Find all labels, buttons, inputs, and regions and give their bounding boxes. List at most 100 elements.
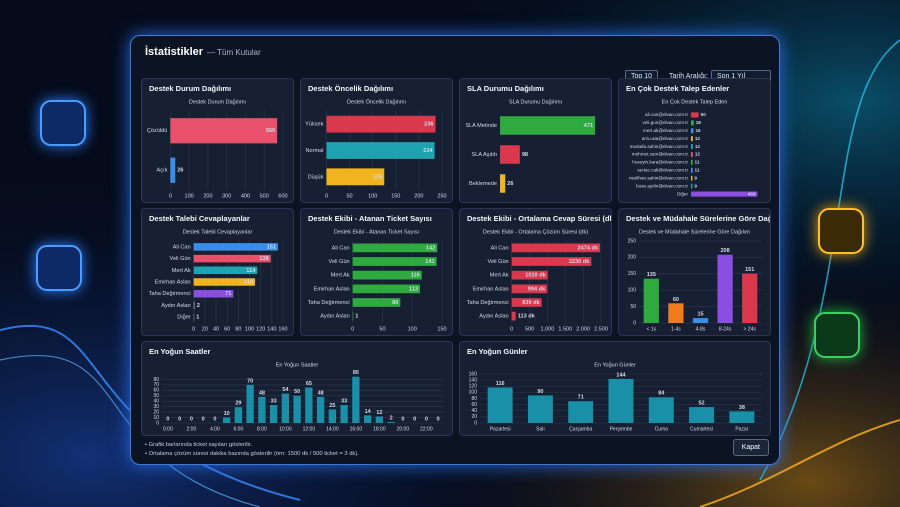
x-tick-label: 600 [278, 193, 287, 199]
value-label: 2 [390, 415, 393, 421]
check-icon [814, 312, 860, 358]
value-label: 0 [190, 416, 193, 422]
category-label: mehmet.cam@elvan.com.tr [632, 152, 689, 157]
category-label: Aydın Aslan [161, 303, 190, 309]
category-label: Diğer [677, 191, 688, 196]
y-tick-label: 60 [471, 402, 477, 408]
x-tick-label: 0 [169, 193, 172, 199]
bar [387, 421, 395, 423]
chart-subtitle: SLA Durumu Dağılımı [509, 99, 562, 105]
category-label: Emirhan Aslan [155, 279, 191, 285]
value-label: 839 dk [522, 300, 540, 306]
bar [170, 118, 278, 144]
x-tick-label: 2.000 [576, 326, 590, 332]
chart-subtitle: En Yoğun Günler [594, 362, 636, 368]
bar [729, 411, 755, 423]
x-tick-label: 60 [224, 326, 230, 332]
category-label: Aydın Aslan [320, 314, 349, 320]
x-tick-label: 2.500 [594, 326, 608, 332]
x-tick-label: 400 [241, 193, 250, 199]
value-label: 1010 dk [525, 273, 546, 279]
value-label: 18 [696, 120, 702, 125]
category-label: Emirhan Aslan [473, 286, 509, 292]
x-tick-label: 8:00 [257, 426, 267, 432]
bar [193, 301, 195, 310]
value-label: 471 [584, 123, 593, 129]
category-label: Normal [305, 148, 323, 154]
x-tick-label: 50 [347, 193, 353, 199]
value-label: 14 [365, 409, 372, 415]
x-tick-label: Pazar [735, 426, 748, 432]
chart: Destek Ekibi - Ortalama Çözüm Süresi (dk… [467, 229, 608, 332]
x-tick-label: 140 [267, 326, 276, 332]
close-button[interactable]: Kapat [732, 439, 769, 456]
value-label: 0 [202, 416, 205, 422]
bar [500, 174, 506, 193]
bar [691, 128, 694, 134]
value-label: 135 [647, 272, 656, 278]
bar [222, 417, 231, 423]
bar [691, 159, 693, 165]
value-label: 90 [537, 389, 543, 395]
y-tick-label: 50 [153, 393, 159, 399]
value-label: 236 [424, 122, 433, 128]
bar [316, 396, 325, 423]
chart-card: Destek Öncelik Dağılımı Destek Öncelik Da… [300, 78, 453, 203]
category-label: Ali Can [332, 245, 350, 251]
value-label: 85 [353, 370, 359, 376]
x-tick-label: 120 [256, 326, 265, 332]
card-title: Destek Ekibi - Ortalama Cevap Süresi (dk… [467, 214, 612, 223]
x-tick-label: Pazartesi [490, 426, 511, 432]
x-tick-label: 1.500 [558, 326, 572, 332]
value-label: 0 [178, 416, 181, 422]
x-tick-label: Çarşamba [569, 426, 592, 432]
bar [568, 401, 594, 423]
category-label: Emirhan Aslan [314, 286, 350, 292]
bar [608, 378, 634, 423]
x-tick-label: 250 [437, 193, 446, 199]
bar [363, 415, 372, 423]
category-label: Aydın Aslan [479, 314, 508, 320]
bar [511, 284, 548, 294]
category-label: Veli Gün [170, 256, 191, 262]
bar [511, 257, 592, 266]
x-tick-label: 80 [235, 326, 241, 332]
bar [527, 395, 553, 423]
chart-subtitle: Destek ve Müdahale Sürelerine Göre Dağıl… [639, 229, 750, 235]
x-tick-label: 12:00 [303, 426, 316, 432]
x-tick-label: 100 [185, 193, 194, 199]
bar [487, 387, 513, 423]
x-tick-label: Cumartesi [690, 426, 713, 432]
value-label: 50 [701, 112, 707, 117]
x-tick-label: 300 [222, 193, 231, 199]
category-label: Çözüldü [147, 128, 168, 134]
x-tick-label: 200 [203, 193, 212, 199]
category-label: Taha Değirmenci [467, 300, 509, 306]
x-tick-label: 18:00 [373, 426, 386, 432]
bar [246, 384, 254, 423]
value-label: 11 [695, 168, 700, 173]
chart: Destek ve Müdahale Sürelerine Göre Dağıl… [628, 229, 762, 332]
bar [352, 298, 401, 307]
y-tick-label: 60 [153, 388, 159, 394]
chart-subtitle: En Çok Destek Talep Eden [662, 99, 728, 105]
value-label: 71 [578, 395, 584, 401]
x-tick-label: 4:00 [210, 426, 220, 432]
bar [691, 191, 758, 197]
category-label: Mert Ak [172, 268, 191, 274]
bar [328, 409, 337, 423]
value-label: 0 [213, 416, 216, 422]
value-label: 110 [244, 279, 253, 285]
value-label: 50 [294, 389, 300, 395]
x-tick-label: 500 [260, 193, 269, 199]
bar [500, 116, 596, 135]
y-tick-label: 0 [474, 420, 477, 426]
chart-subtitle: Destek Durum Dağılımı [189, 99, 246, 105]
chart-subtitle: Destek Talebi Cevaplayanlar [183, 229, 253, 235]
date-label: Tarih Aralığı: [669, 73, 708, 80]
value-label: 98 [522, 152, 528, 158]
note: • Grafik barlarında ticket sayıları göst… [145, 442, 253, 448]
x-tick-label: Perşembe [610, 426, 633, 432]
bar [717, 254, 733, 323]
